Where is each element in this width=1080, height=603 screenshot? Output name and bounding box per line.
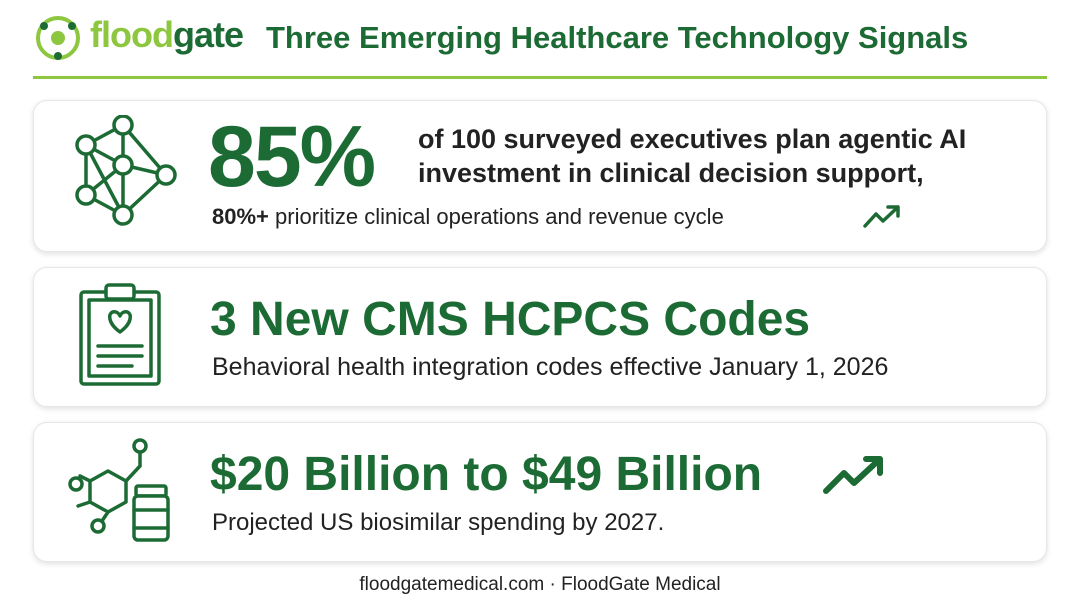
headline: 85% <box>208 109 376 205</box>
headline: 3 New CMS HCPCS Codes <box>210 293 811 346</box>
clipboard-icon <box>79 283 161 386</box>
logo-part: flood <box>90 14 174 55</box>
text-line: investment in clinical decision support, <box>418 158 924 188</box>
logo-text: floodgate <box>90 14 244 56</box>
card <box>33 100 1047 252</box>
logo-part: gate <box>172 14 244 55</box>
footer: floodgatemedical.com · FloodGate Medical <box>359 574 721 595</box>
text-line: of 100 surveyed executives plan agentic … <box>418 124 967 154</box>
detail-text: prioritize clinical operations and reven… <box>275 204 724 229</box>
card <box>33 267 1047 407</box>
logo-icon <box>36 16 80 60</box>
detail: Behavioral health integration codes effe… <box>212 353 889 381</box>
detail: 80%+ prioritize clinical operations and … <box>212 204 724 230</box>
detail: Projected US biosimilar spending by 2027… <box>212 509 665 536</box>
headline: $20 Billion to $49 Billion <box>210 448 763 501</box>
trend-icon <box>823 456 883 494</box>
trend-icon <box>863 205 900 228</box>
card <box>33 422 1047 562</box>
page-title: Three Emerging Healthcare Technology Sig… <box>266 20 969 55</box>
detail-bold: 80%+ <box>212 204 269 229</box>
header-rule <box>33 76 1047 79</box>
molecule-icon <box>68 438 170 542</box>
network-icon <box>75 115 177 226</box>
